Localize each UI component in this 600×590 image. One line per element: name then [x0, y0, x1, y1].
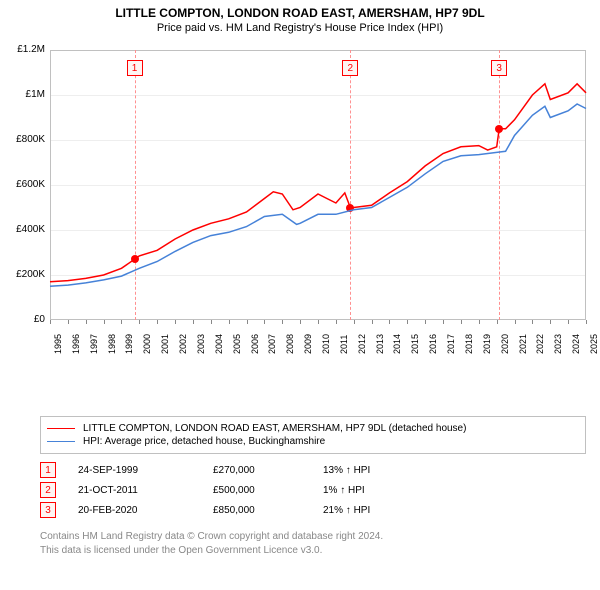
- chart-legend: LITTLE COMPTON, LONDON ROAD EAST, AMERSH…: [40, 416, 586, 454]
- series-line: [50, 84, 586, 282]
- event-date: 24-SEP-1999: [78, 465, 213, 476]
- event-date: 20-FEB-2020: [78, 505, 213, 516]
- event-date: 21-OCT-2011: [78, 485, 213, 496]
- legend-item: HPI: Average price, detached house, Buck…: [47, 436, 579, 447]
- event-row: 3 20-FEB-2020£850,00021% ↑ HPI: [40, 502, 586, 518]
- page-subtitle: Price paid vs. HM Land Registry's House …: [0, 22, 600, 34]
- price-chart: £0£200K£400K£600K£800K£1M£1.2M1995199619…: [10, 40, 590, 370]
- event-number: 1: [40, 462, 56, 478]
- footer-line-1: Contains HM Land Registry data © Crown c…: [40, 530, 586, 544]
- event-row: 2 21-OCT-2011£500,0001% ↑ HPI: [40, 482, 586, 498]
- event-price: £270,000: [213, 465, 323, 476]
- transaction-events-table: 1 24-SEP-1999£270,00013% ↑ HPI 2 21-OCT-201…: [40, 462, 586, 518]
- event-pct: 21% ↑ HPI: [323, 505, 370, 516]
- attribution-footer: Contains HM Land Registry data © Crown c…: [40, 530, 586, 557]
- event-pct: 1% ↑ HPI: [323, 485, 365, 496]
- footer-line-2: This data is licensed under the Open Gov…: [40, 544, 586, 558]
- event-price: £500,000: [213, 485, 323, 496]
- legend-item: LITTLE COMPTON, LONDON ROAD EAST, AMERSH…: [47, 423, 579, 434]
- chart-lines: [10, 40, 590, 370]
- event-number: 3: [40, 502, 56, 518]
- event-row: 1 24-SEP-1999£270,00013% ↑ HPI: [40, 462, 586, 478]
- event-pct: 13% ↑ HPI: [323, 465, 370, 476]
- legend-swatch: [47, 428, 75, 429]
- event-number: 2: [40, 482, 56, 498]
- page-title: LITTLE COMPTON, LONDON ROAD EAST, AMERSH…: [0, 6, 600, 20]
- x-axis-label: 2025: [589, 334, 599, 354]
- legend-label: LITTLE COMPTON, LONDON ROAD EAST, AMERSH…: [83, 423, 466, 434]
- legend-swatch: [47, 441, 75, 442]
- series-line: [50, 104, 586, 286]
- legend-label: HPI: Average price, detached house, Buck…: [83, 436, 325, 447]
- event-price: £850,000: [213, 505, 323, 516]
